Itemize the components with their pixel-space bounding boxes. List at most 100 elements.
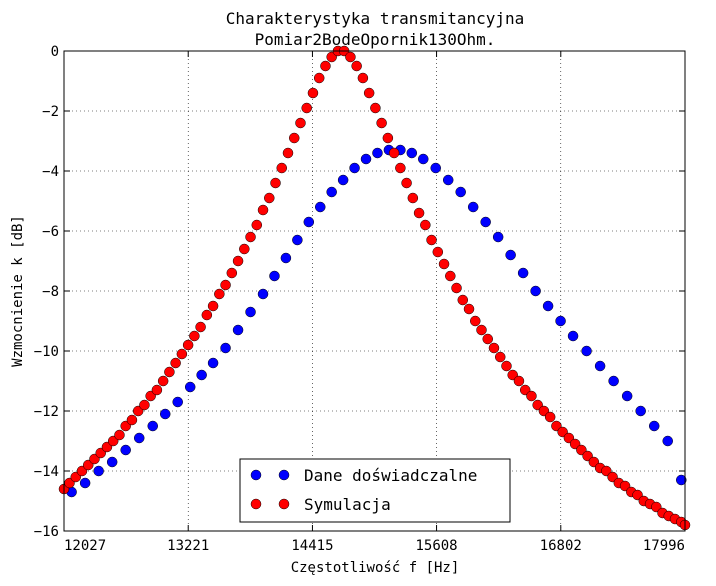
data-point (189, 330, 200, 342)
legend-box (239, 458, 511, 523)
data-point (182, 339, 194, 351)
data-point (648, 420, 660, 432)
data-point (476, 324, 487, 336)
data-point (133, 432, 145, 444)
data-point (357, 72, 369, 84)
data-point (176, 348, 188, 360)
data-point (555, 315, 566, 327)
data-point (251, 219, 263, 231)
x-axis-label: Częstotliwość f [Hz] (291, 560, 460, 576)
data-point (406, 147, 418, 159)
data-point (157, 375, 169, 387)
data-point (93, 465, 104, 477)
data-point (517, 267, 529, 279)
data-point (301, 102, 312, 114)
data-point (505, 249, 516, 261)
data-point (445, 270, 456, 282)
chart-title: Charakterystyka transmitancyjna (226, 9, 525, 28)
data-point (232, 255, 244, 267)
data-point (232, 324, 244, 336)
data-point (196, 369, 207, 381)
chart-subtitle: Pomiar2BodeOpornik130Ohm. (255, 30, 496, 49)
data-point (106, 456, 118, 468)
data-point (608, 375, 619, 387)
data-point (120, 444, 131, 456)
data-point (292, 234, 303, 246)
data-point (581, 345, 592, 357)
data-point (79, 477, 91, 489)
data-point (269, 270, 280, 282)
data-point (488, 342, 500, 354)
y-tick-label: −16 (34, 524, 59, 540)
data-point (420, 219, 431, 231)
data-point (621, 390, 633, 402)
data-point (467, 201, 479, 213)
data-point (126, 414, 138, 426)
y-tick-label: −10 (34, 344, 59, 360)
data-point (220, 342, 231, 354)
y-tick-label: −12 (34, 404, 59, 420)
legend-marker-red (278, 498, 290, 510)
data-point (442, 174, 454, 186)
data-point (220, 279, 231, 291)
x-axis: 12027 13221 14415 15608 16802 17996 (63, 51, 686, 554)
x-tick-label: 16802 (540, 538, 582, 554)
data-point (542, 300, 554, 312)
y-tick-label: −14 (34, 464, 59, 480)
data-point (257, 204, 269, 216)
data-point (164, 366, 175, 378)
data-point (526, 390, 537, 402)
data-point (226, 267, 238, 279)
data-point (288, 132, 300, 144)
y-tick-label: −4 (42, 164, 59, 180)
data-point (264, 192, 275, 204)
x-tick-label: 13221 (167, 538, 209, 554)
y-tick-label: −2 (42, 104, 59, 120)
data-point (417, 153, 429, 165)
data-point (280, 252, 292, 264)
data-point (257, 288, 269, 300)
data-point (430, 162, 441, 174)
x-tick-label: 17996 (643, 538, 685, 554)
data-point (314, 201, 326, 213)
data-point (513, 375, 525, 387)
data-point (492, 231, 504, 243)
legend: Dane doświadczalne Symulacja (239, 458, 511, 523)
data-point (360, 153, 372, 165)
data-point (363, 87, 375, 99)
data-point (139, 399, 150, 411)
data-point (245, 231, 256, 243)
series-dane-doswiadczalne (66, 144, 687, 498)
data-point (172, 396, 183, 408)
data-point (501, 360, 512, 372)
data-point (432, 246, 444, 258)
data-point (320, 60, 331, 72)
data-point (376, 117, 387, 129)
y-axis-label: Wzmocnienie k [dB] (10, 215, 26, 367)
data-point (401, 177, 412, 189)
data-point (207, 300, 219, 312)
data-point (407, 192, 419, 204)
data-point (337, 174, 349, 186)
data-point (413, 207, 425, 219)
data-point (295, 117, 306, 129)
y-tick-label: 0 (51, 44, 59, 60)
data-point (159, 408, 171, 420)
data-point (303, 216, 315, 228)
data-point (480, 216, 491, 228)
legend-marker-red (250, 498, 262, 510)
data-point (455, 186, 466, 198)
x-tick-label: 12027 (64, 538, 106, 554)
data-point (567, 330, 579, 342)
y-tick-label: −6 (42, 224, 59, 240)
legend-label-symulacja: Symulacja (304, 495, 391, 514)
data-point (184, 381, 196, 393)
data-point (451, 282, 462, 294)
data-point (239, 243, 250, 255)
data-point (463, 303, 475, 315)
data-point (195, 321, 206, 333)
data-point (635, 405, 646, 417)
data-point (313, 72, 325, 84)
data-point (382, 132, 394, 144)
